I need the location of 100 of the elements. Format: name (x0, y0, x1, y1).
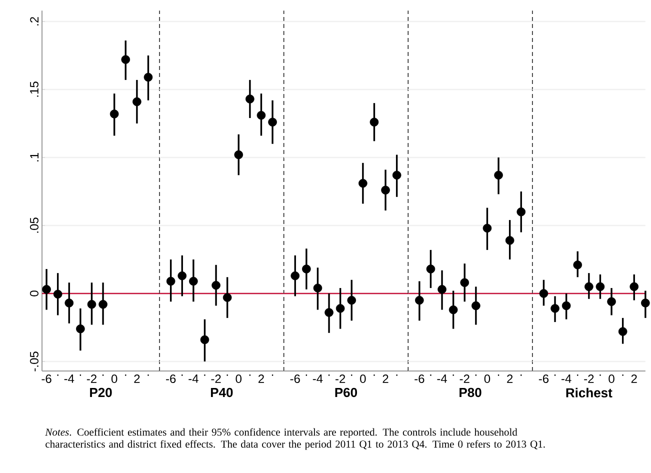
x-tick-label: . (148, 374, 149, 376)
text: Notes. Coefficient estimates and their 95% confidence intervals are reported. The controls include household characteristics and district fixed effects. The data cover the period 2011 Q1 to 2013 Q4. Time 0 refers to 2013 Q1. (45, 428, 545, 450)
point (482, 224, 492, 233)
point (222, 293, 232, 302)
point (494, 170, 503, 180)
x-tick-label: . (475, 374, 476, 376)
point (302, 264, 311, 274)
point (64, 298, 74, 308)
x-tick-label: -6 (538, 374, 549, 384)
x-tick-label: -4 (437, 374, 448, 383)
x-tick-label: . (374, 374, 375, 376)
x-tick-label: -4 (188, 374, 198, 383)
x-tick-label: -2 (86, 374, 96, 383)
x-tick-label: -2 (211, 374, 221, 383)
point (87, 300, 96, 309)
point (448, 305, 458, 314)
point (212, 280, 220, 290)
x-tick-label: . (600, 374, 601, 376)
point (392, 170, 402, 180)
x-tick-label: . (249, 374, 251, 376)
x-tick-label: . (57, 374, 58, 376)
x-tick-label: . (622, 374, 624, 376)
point (562, 301, 571, 310)
x-tick-label: . (351, 374, 352, 376)
point (438, 284, 446, 294)
point (539, 289, 548, 298)
point (584, 282, 594, 292)
x-tick-label: -4 (312, 374, 323, 383)
y-tick-label: .15 (30, 82, 38, 97)
x-tick-label: . (226, 374, 228, 376)
point (618, 327, 628, 336)
point (76, 324, 85, 334)
x-tick-label: -2 (336, 374, 346, 383)
point (98, 300, 108, 309)
x-tick-label: 0 (236, 374, 242, 384)
x-tick-label: . (182, 374, 183, 376)
y-tick-label: .05 (30, 218, 38, 233)
x-axis-title: P60 (335, 388, 358, 398)
x-tick-label: -6 (42, 374, 52, 384)
x-tick-label: 2 (134, 374, 140, 383)
point (290, 271, 300, 280)
x-tick-label: -6 (166, 374, 176, 384)
x-tick-label: . (306, 374, 307, 376)
x-tick-label: . (204, 374, 206, 376)
x-axis-title: P20 (90, 388, 112, 398)
x-axis-title: P80 (460, 388, 482, 398)
x-tick-label: . (396, 374, 398, 376)
y-tick-label: .2 (30, 17, 38, 26)
point (166, 276, 176, 286)
point (268, 118, 277, 127)
point (630, 282, 639, 292)
point (189, 276, 198, 286)
x-tick-label: . (577, 374, 578, 376)
point (573, 260, 582, 270)
point (596, 282, 605, 292)
point (110, 110, 119, 118)
point (336, 304, 345, 313)
point (381, 186, 390, 195)
x-tick-label: . (125, 374, 126, 376)
point (144, 72, 153, 82)
point (516, 207, 526, 216)
point (607, 297, 616, 306)
point (246, 94, 254, 104)
x-tick-label: . (520, 374, 522, 376)
point (370, 118, 379, 127)
x-tick-label: 2 (631, 374, 637, 383)
x-tick-label: . (80, 374, 82, 376)
x-tick-label: . (430, 374, 432, 376)
y-tick-label: 0 (30, 290, 38, 296)
x-tick-label: 0 (608, 374, 614, 384)
point (460, 278, 470, 287)
point (200, 335, 210, 344)
point (178, 271, 187, 280)
point (42, 284, 51, 294)
x-tick-label: 2 (258, 374, 264, 383)
point (426, 264, 436, 274)
x-tick-label: . (452, 374, 454, 376)
x-tick-label: . (554, 374, 556, 376)
x-tick-label: -2 (584, 374, 594, 383)
x-tick-label: 2 (507, 374, 513, 383)
x-tick-label: 0 (360, 374, 366, 384)
x-tick-label: -4 (562, 374, 572, 383)
x-tick-label: 0 (111, 374, 118, 384)
point (550, 304, 560, 313)
point (347, 296, 356, 305)
y-tick-label: .1 (30, 153, 38, 162)
x-tick-label: . (328, 374, 330, 376)
point (121, 55, 130, 64)
x-tick-label: 0 (484, 374, 490, 384)
x-axis-title: Richest (566, 388, 612, 398)
point (505, 236, 514, 245)
point (132, 97, 142, 106)
point (415, 296, 424, 305)
x-tick-label: -6 (414, 374, 424, 384)
x-tick-label: -2 (460, 374, 470, 383)
x-tick-label: . (102, 374, 104, 376)
x-tick-label: . (272, 374, 274, 376)
point (234, 150, 244, 160)
x-tick-label: . (498, 374, 500, 376)
point (313, 284, 322, 292)
